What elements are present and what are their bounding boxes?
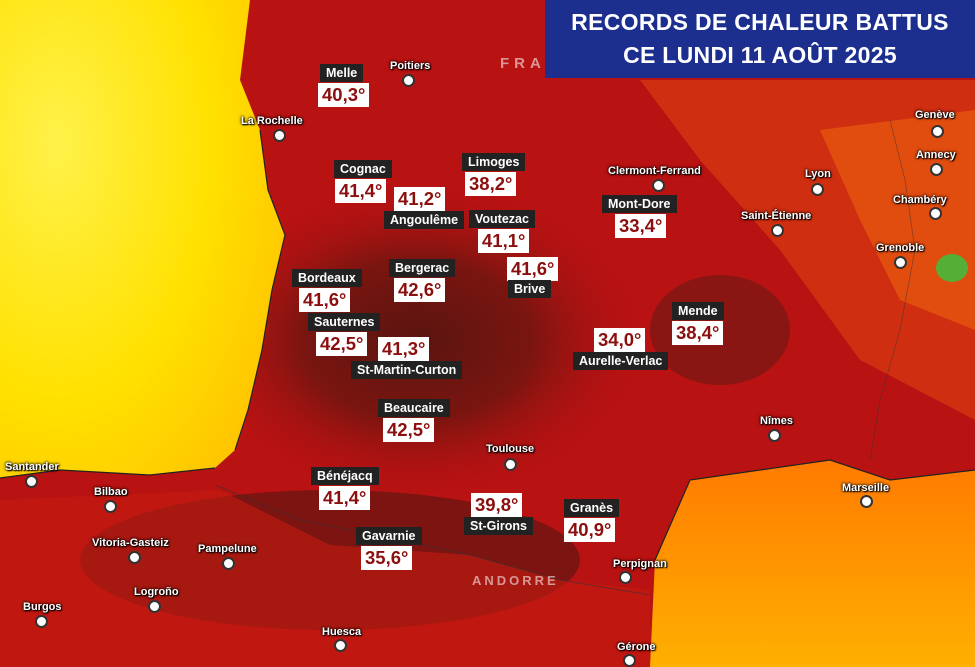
banner-line-1: RECORDS DE CHALEUR BATTUS [571, 9, 949, 35]
title-banner: RECORDS DE CHALEUR BATTUS CE LUNDI 11 AO… [545, 0, 975, 78]
country-label-andorra: ANDORRE [472, 573, 559, 588]
banner-line-2: CE LUNDI 11 AOÛT 2025 [623, 42, 897, 68]
country-label-france: FRA [500, 55, 546, 72]
